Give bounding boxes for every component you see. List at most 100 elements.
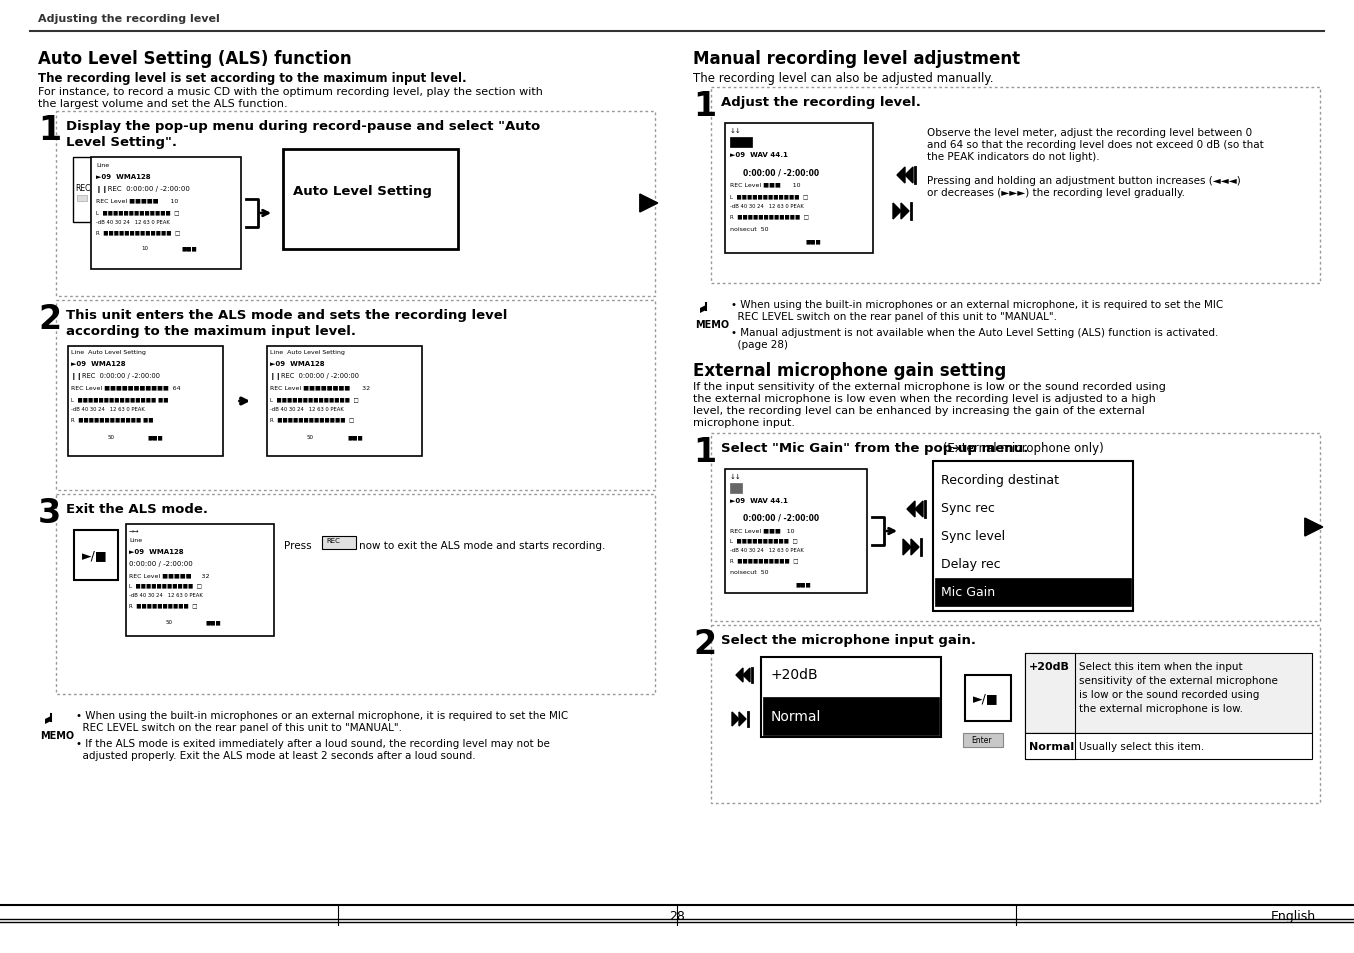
Text: ↓↓: ↓↓ (730, 128, 742, 133)
Text: For instance, to record a music CD with the optimum recording level, play the se: For instance, to record a music CD with … (38, 87, 543, 97)
Text: 10: 10 (141, 246, 148, 251)
Text: Mic Gain: Mic Gain (941, 585, 995, 598)
Text: -dB 40 30 24   12 63 0 PEAK: -dB 40 30 24 12 63 0 PEAK (730, 547, 804, 553)
Text: 50: 50 (108, 435, 115, 439)
Text: ►09  WMA128: ►09 WMA128 (96, 173, 150, 180)
Polygon shape (900, 204, 909, 220)
Text: Enter: Enter (971, 735, 991, 744)
Text: level, the recording level can be enhanced by increasing the gain of the externa: level, the recording level can be enhanc… (693, 406, 1145, 416)
Text: The recording level is set according to the maximum input level.: The recording level is set according to … (38, 71, 467, 85)
Text: R  ■■■■■■■■■■■■■  □: R ■■■■■■■■■■■■■ □ (96, 230, 180, 234)
FancyBboxPatch shape (764, 698, 940, 735)
Polygon shape (733, 712, 739, 726)
Text: ❙❙REC  0:00:00 / -2:00:00: ❙❙REC 0:00:00 / -2:00:00 (269, 373, 359, 379)
Text: 1: 1 (693, 436, 716, 469)
Text: MEMO: MEMO (41, 730, 74, 740)
Text: Level Setting".: Level Setting". (66, 136, 177, 149)
Text: adjusted properly. Exit the ALS mode at least 2 seconds after a loud sound.: adjusted properly. Exit the ALS mode at … (76, 750, 475, 760)
Text: R  ■■■■■■■■■■■■  □: R ■■■■■■■■■■■■ □ (730, 213, 808, 219)
Text: Line: Line (96, 163, 110, 168)
FancyBboxPatch shape (936, 578, 1131, 606)
Text: Display the pop-up menu during record-pause and select "Auto: Display the pop-up menu during record-pa… (66, 120, 540, 132)
Polygon shape (45, 717, 51, 724)
Polygon shape (903, 539, 911, 556)
Text: L  ■■■■■■■■■■■  □: L ■■■■■■■■■■■ □ (129, 582, 202, 587)
Text: ❙❙REC  0:00:00 / -2:00:00: ❙❙REC 0:00:00 / -2:00:00 (70, 373, 160, 379)
Polygon shape (737, 668, 743, 682)
Text: 1: 1 (693, 90, 716, 123)
Text: and 64 so that the recording level does not exceed 0 dB (so that: and 64 so that the recording level does … (927, 140, 1263, 150)
Text: Adjust the recording level.: Adjust the recording level. (720, 96, 921, 109)
Text: 50: 50 (307, 435, 314, 439)
Text: L  ■■■■■■■■■■  □: L ■■■■■■■■■■ □ (730, 537, 798, 542)
Text: -dB 40 30 24   12 63 0 PEAK: -dB 40 30 24 12 63 0 PEAK (129, 593, 203, 598)
Text: Sync level: Sync level (941, 530, 1005, 542)
Text: 0:00:00 / -2:00:00: 0:00:00 / -2:00:00 (743, 514, 819, 522)
FancyBboxPatch shape (1025, 733, 1312, 760)
FancyBboxPatch shape (761, 658, 941, 738)
Text: 3: 3 (38, 497, 61, 530)
Polygon shape (896, 168, 904, 184)
Polygon shape (894, 204, 900, 220)
Text: External microphone gain setting: External microphone gain setting (693, 361, 1006, 379)
Text: MEMO: MEMO (695, 319, 728, 330)
Text: sensitivity of the external microphone: sensitivity of the external microphone (1079, 676, 1278, 685)
Text: -dB 40 30 24   12 63 0 PEAK: -dB 40 30 24 12 63 0 PEAK (269, 407, 344, 412)
Text: ►09  WMA128: ►09 WMA128 (269, 360, 325, 367)
FancyBboxPatch shape (730, 483, 742, 494)
Text: REC Level ■■■■■     32: REC Level ■■■■■ 32 (129, 573, 210, 578)
FancyBboxPatch shape (933, 461, 1133, 612)
Text: REC: REC (74, 184, 91, 193)
Text: 0:00:00 / -2:00:00: 0:00:00 / -2:00:00 (129, 560, 192, 566)
Polygon shape (907, 501, 915, 517)
Text: the PEAK indicators do not light).: the PEAK indicators do not light). (927, 152, 1099, 162)
Text: Normal: Normal (770, 709, 822, 723)
Text: Manual recording level adjustment: Manual recording level adjustment (693, 50, 1020, 68)
Polygon shape (915, 501, 923, 517)
Text: 50: 50 (167, 619, 173, 624)
Text: • When using the built-in microphones or an external microphone, it is required : • When using the built-in microphones or… (76, 710, 569, 720)
Text: The recording level can also be adjusted manually.: The recording level can also be adjusted… (693, 71, 994, 85)
Polygon shape (904, 168, 913, 184)
Polygon shape (911, 539, 919, 556)
Text: ■■■: ■■■ (347, 435, 363, 439)
Text: noisecut  50: noisecut 50 (730, 227, 769, 232)
Text: 0:00:00 / -2:00:00: 0:00:00 / -2:00:00 (743, 168, 819, 177)
FancyBboxPatch shape (77, 195, 87, 202)
Text: ■■■: ■■■ (148, 435, 164, 439)
Text: is low or the sound recorded using: is low or the sound recorded using (1079, 689, 1259, 700)
Text: Select this item when the input: Select this item when the input (1079, 661, 1243, 671)
Text: Line  Auto Level Setting: Line Auto Level Setting (70, 350, 146, 355)
Text: ►09  WMA128: ►09 WMA128 (129, 548, 184, 555)
Text: L  ■■■■■■■■■■■■■■  □: L ■■■■■■■■■■■■■■ □ (269, 396, 359, 401)
Text: R  ■■■■■■■■■■  □: R ■■■■■■■■■■ □ (730, 558, 799, 562)
Text: +20dB: +20dB (770, 667, 819, 681)
Text: This unit enters the ALS mode and sets the recording level: This unit enters the ALS mode and sets t… (66, 309, 508, 322)
Text: Auto Level Setting (ALS) function: Auto Level Setting (ALS) function (38, 50, 352, 68)
Polygon shape (1305, 518, 1323, 537)
Text: noisecut  50: noisecut 50 (730, 569, 769, 575)
Text: the external microphone is low even when the recording level is adjusted to a hi: the external microphone is low even when… (693, 394, 1156, 403)
Text: now to exit the ALS mode and starts recording.: now to exit the ALS mode and starts reco… (359, 540, 605, 551)
FancyBboxPatch shape (1025, 733, 1075, 760)
Text: Line  Auto Level Setting: Line Auto Level Setting (269, 350, 345, 355)
Polygon shape (700, 306, 705, 314)
Text: -dB 40 30 24   12 63 0 PEAK: -dB 40 30 24 12 63 0 PEAK (70, 407, 145, 412)
Text: English: English (1271, 909, 1316, 923)
Text: R  ■■■■■■■■■■■■ ■■: R ■■■■■■■■■■■■ ■■ (70, 416, 153, 421)
Text: →→: →→ (129, 527, 139, 533)
Text: L  ■■■■■■■■■■■■■  □: L ■■■■■■■■■■■■■ □ (96, 210, 180, 214)
Text: REC Level ■■■■■      10: REC Level ■■■■■ 10 (96, 198, 179, 203)
Text: Line: Line (129, 537, 142, 542)
FancyBboxPatch shape (283, 150, 458, 250)
Text: 1: 1 (38, 113, 61, 147)
Text: Normal: Normal (1029, 741, 1074, 751)
Text: ■■■: ■■■ (806, 239, 821, 244)
Text: ►/■: ►/■ (83, 548, 107, 561)
Text: ►09  WAV 44.1: ►09 WAV 44.1 (730, 152, 788, 158)
Text: ►09  WMA128: ►09 WMA128 (70, 360, 126, 367)
Text: -dB 40 30 24   12 63 0 PEAK: -dB 40 30 24 12 63 0 PEAK (96, 220, 169, 225)
Polygon shape (640, 194, 658, 213)
Text: Sync rec: Sync rec (941, 501, 995, 515)
Text: ↓↓: ↓↓ (730, 474, 742, 479)
